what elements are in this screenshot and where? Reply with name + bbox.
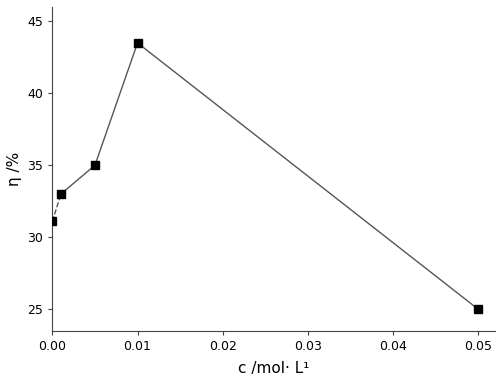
Y-axis label: η /%: η /%	[7, 152, 22, 186]
X-axis label: c /mol· L¹: c /mol· L¹	[237, 361, 309, 376]
